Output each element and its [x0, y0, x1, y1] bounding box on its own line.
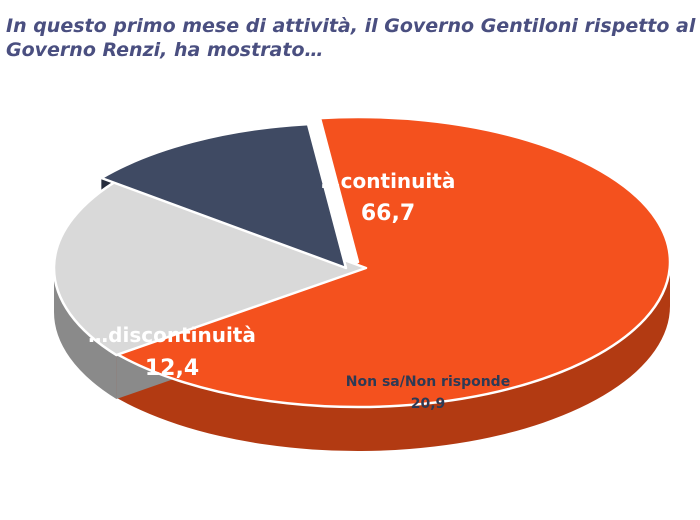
- slice-value-discontinuita: 12,4: [145, 356, 199, 381]
- chart-title-line-1: In questo primo mese di attività, il Gov…: [6, 15, 696, 37]
- chart-title: In questo primo mese di attività, il Gov…: [6, 14, 696, 62]
- pie-tops: [52, 115, 672, 409]
- slice-value-continuita: 66,7: [361, 201, 415, 226]
- slice-value-non-sa-non-risponde: 20,9: [411, 396, 446, 412]
- slice-label-non-sa-non-risponde: Non sa/Non risponde: [346, 374, 510, 390]
- pie-slice-non-sa-non-risponde: [52, 176, 368, 357]
- chart-title-line-2: Governo Renzi, ha mostrato…: [6, 39, 324, 61]
- slice-label-continuita: …continuità: [321, 169, 456, 193]
- pie-side-continuita: [108, 262, 671, 451]
- pie-labels: …continuità 66,7 Non sa/Non risponde 20,9 …d…: [88, 169, 510, 412]
- slice-label-discontinuita: …discontinuità: [88, 323, 256, 347]
- pie-slice-discontinuita: [100, 122, 348, 270]
- pie-side-non-sa-non-risponde: [53, 268, 117, 400]
- pie-slice-continuita: [107, 115, 672, 409]
